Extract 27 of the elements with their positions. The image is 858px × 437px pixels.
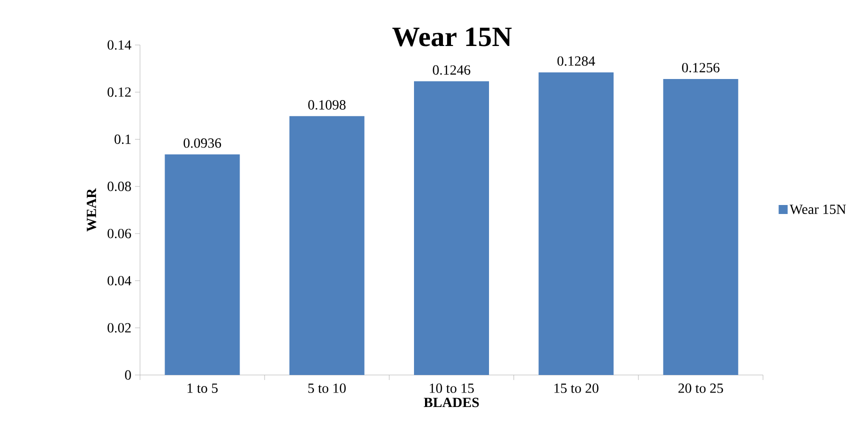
y-axis-title: WEAR [86,188,96,232]
y-tick-label: 0.14 [108,40,132,50]
y-tick-label: 0.02 [108,323,131,333]
bar [289,116,364,375]
legend-label: Wear 15N [790,204,846,214]
bar [414,81,490,375]
data-label: 0.1098 [308,100,346,110]
x-tick-label: 15 to 20 [554,384,598,393]
bar [663,78,738,375]
y-tick-label: 0.04 [108,276,132,286]
x-tick-label: 1 to 5 [188,384,218,393]
y-tick-label: 0.06 [108,228,132,238]
x-tick-label: 20 to 25 [678,384,724,393]
data-label: 0.1246 [432,65,470,75]
bar [538,72,614,375]
x-tick-label: 10 to 15 [430,384,474,393]
x-tick-label: 5 to 10 [308,384,346,393]
bar [164,154,240,375]
x-axis-title: BLADES [424,398,479,408]
y-tick-label: 0.08 [108,182,131,192]
data-label: 0.1284 [557,56,596,66]
chart-title: Wear 15N [392,28,512,46]
data-label: 0.1256 [682,62,720,72]
y-tick-label: 0 [125,370,131,380]
y-tick-label: 0.1 [114,134,131,144]
y-tick-label: 0.12 [108,87,131,97]
data-label: 0.0936 [184,138,222,148]
